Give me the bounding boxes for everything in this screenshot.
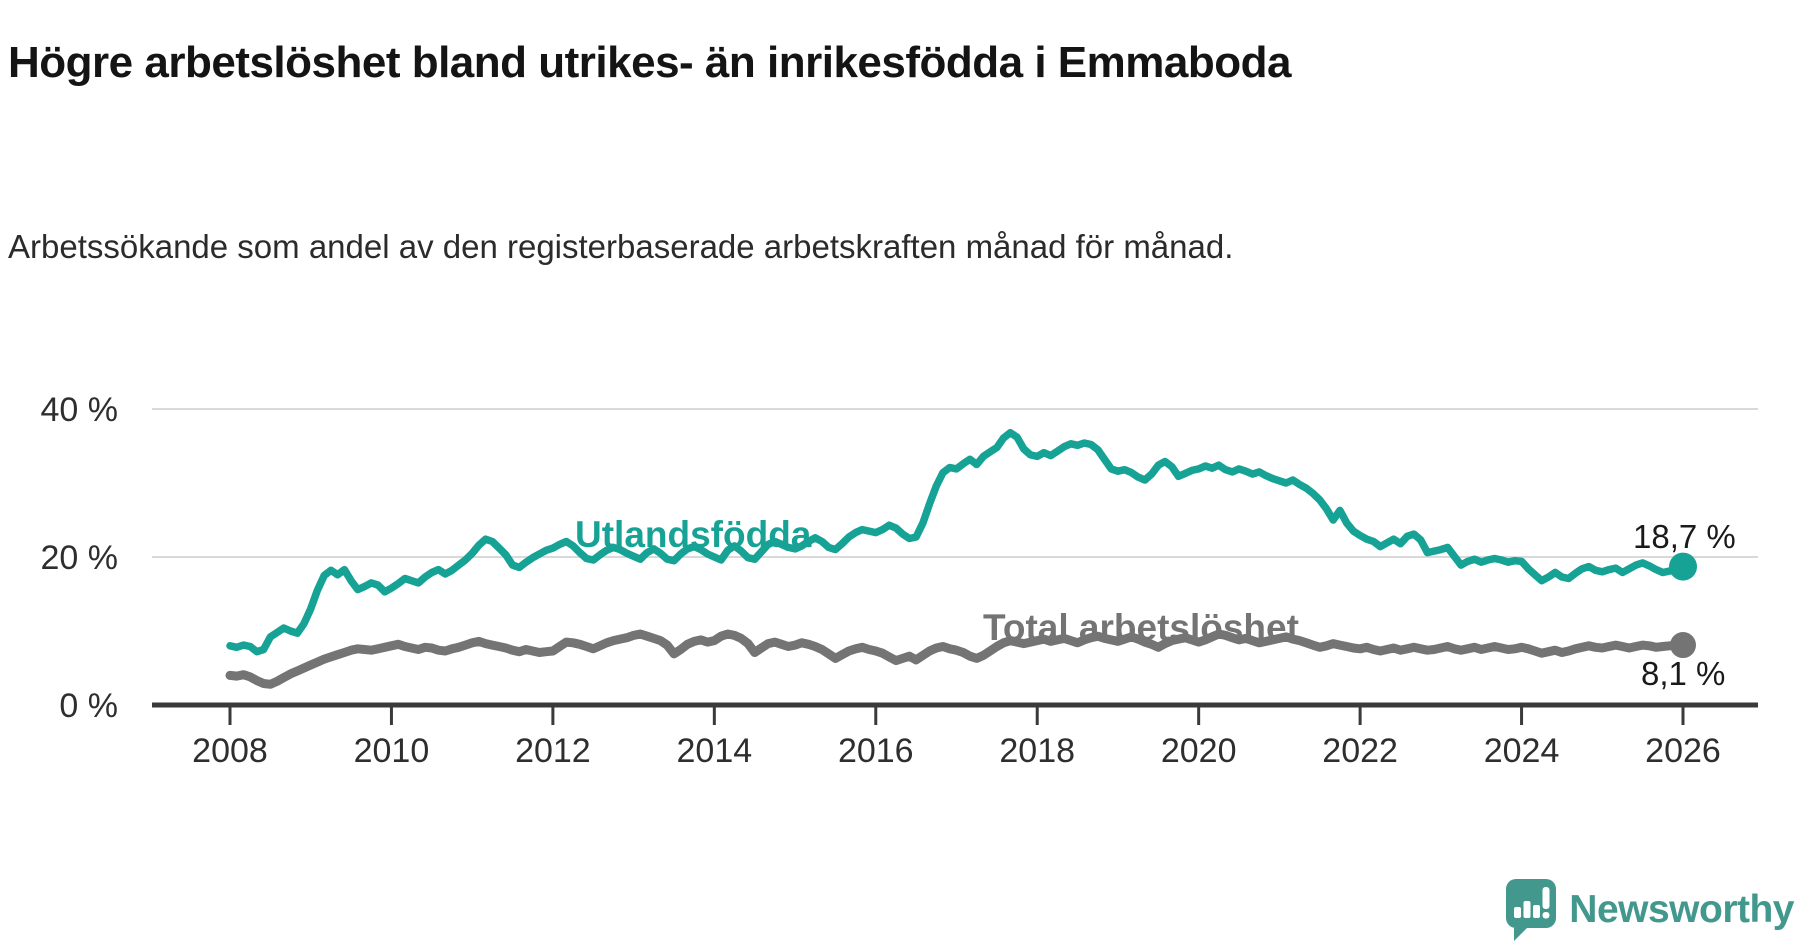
newsworthy-logo-icon xyxy=(1506,879,1557,941)
newsworthy-logo: Newsworthy xyxy=(1505,878,1794,942)
x-tick-label-2016: 2016 xyxy=(838,732,914,770)
logo-bar-1 xyxy=(1514,907,1522,918)
y-tick-label-0: 0 % xyxy=(59,687,118,725)
x-tick-label-2020: 2020 xyxy=(1161,732,1237,770)
logo-bar-2 xyxy=(1523,901,1531,918)
end-dot-total xyxy=(1670,632,1696,659)
x-tick-label-2014: 2014 xyxy=(677,732,753,770)
end-value-label-total: 8,1 % xyxy=(1641,655,1725,692)
x-tick-label-2026: 2026 xyxy=(1645,732,1721,770)
page-title: Högre arbetslöshet bland utrikes- än inr… xyxy=(8,38,1291,88)
logo-exclamation-dot xyxy=(1542,912,1550,919)
series-line-total xyxy=(225,629,1688,689)
chart-subtitle: Arbetssökande som andel av den registerb… xyxy=(8,228,1234,265)
logo-exclamation-icon xyxy=(1542,887,1550,909)
x-tick-label-2022: 2022 xyxy=(1322,732,1398,770)
chart-canvas: 0 % 20 % 40 % 2008 2010 2012 2014 2016 2018 2020 2… xyxy=(41,391,1758,770)
x-tick-label-2010: 2010 xyxy=(354,732,430,770)
series-label-utlandsfodda: Utlandsfödda xyxy=(575,514,812,555)
y-tick-label-20: 20 % xyxy=(41,539,119,577)
series-line-utlandsfodda xyxy=(226,428,1687,656)
end-value-label-utlandsfodda: 18,7 % xyxy=(1633,518,1736,555)
chart-area: 0 % 20 % 40 % 2008 2010 2012 2014 2016 2018 2020 2… xyxy=(0,325,1800,795)
end-dot-utlandsfodda xyxy=(1669,552,1697,581)
y-tick-label-40: 40 % xyxy=(41,391,119,429)
x-tick-label-2024: 2024 xyxy=(1484,732,1560,770)
logo-bar-3 xyxy=(1533,905,1541,918)
newsworthy-logo-text: Newsworthy xyxy=(1569,888,1794,931)
x-tick-label-2008: 2008 xyxy=(192,732,268,770)
series-label-total: Total arbetslöshet xyxy=(983,607,1299,648)
x-tick-label-2018: 2018 xyxy=(999,732,1075,770)
x-tick-label-2012: 2012 xyxy=(515,732,591,770)
